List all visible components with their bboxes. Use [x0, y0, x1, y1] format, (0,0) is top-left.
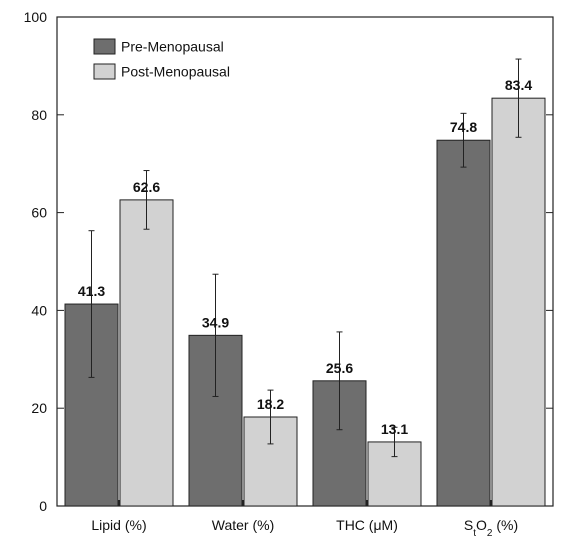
data-label: 13.1 [381, 421, 408, 437]
y-tick-label: 40 [31, 302, 47, 318]
bar-post-3 [491, 97, 546, 507]
data-label: 41.3 [78, 283, 105, 299]
data-label: 34.9 [202, 314, 229, 330]
y-tick-label: 20 [31, 400, 47, 416]
plot-frame [56, 16, 554, 507]
bar-post-0 [119, 199, 174, 507]
legend-swatch-post [93, 63, 116, 80]
data-label: 62.6 [133, 179, 160, 195]
y-tick-label: 0 [39, 498, 47, 514]
x-tick-label: THC (μM) [336, 517, 398, 533]
x-tick-label: Lipid (%) [91, 517, 146, 533]
y-tick-label: 60 [31, 205, 47, 221]
legend-label: Post-Menopausal [121, 64, 230, 80]
bar-pre-3 [436, 139, 491, 507]
data-label: 83.4 [505, 77, 532, 93]
y-tick-label: 100 [24, 9, 48, 25]
legend-label: Pre-Menopausal [121, 39, 224, 55]
data-label: 74.8 [450, 119, 477, 135]
x-tick-label: Water (%) [212, 517, 274, 533]
bar-post-1 [243, 416, 298, 507]
data-label: 25.6 [326, 360, 353, 376]
legend: Pre-Menopausal Post-Menopausal [93, 38, 230, 80]
legend-swatch-pre [93, 38, 116, 55]
data-label: 18.2 [257, 396, 284, 412]
y-tick-label: 80 [31, 107, 47, 123]
x-tick-label: StO2 (%) [464, 517, 518, 539]
